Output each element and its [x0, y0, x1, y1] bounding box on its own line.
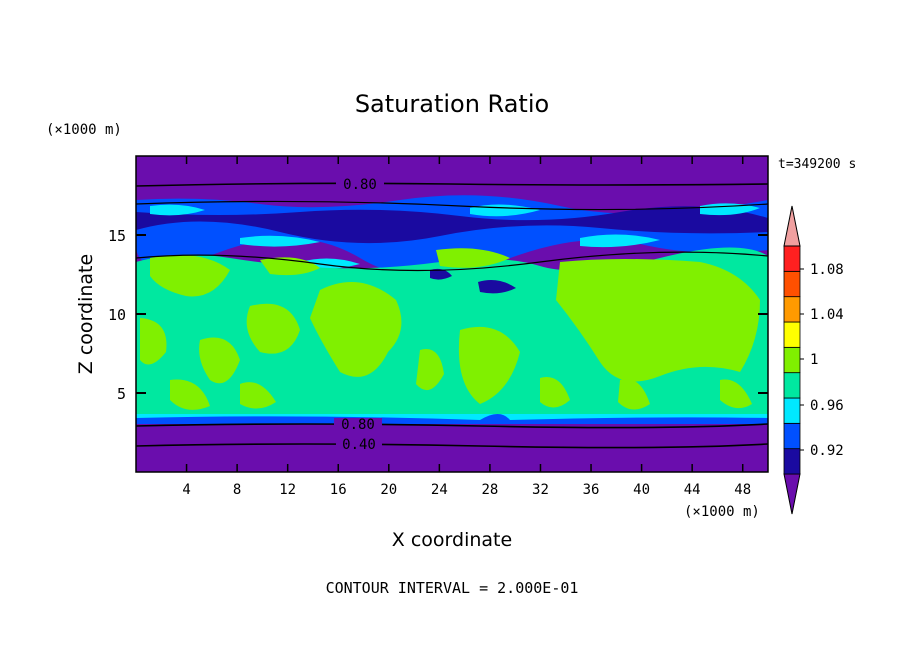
y-tick-label: 15 [108, 227, 126, 245]
layer-upper-cyan [150, 203, 760, 270]
x-tick-label: 20 [380, 482, 397, 498]
y-axis-ticks: 5 10 15 [108, 227, 768, 403]
colorbar: 0.92 0.96 1 1.04 1.08 [783, 205, 844, 515]
colorbar-label: 0.96 [810, 398, 844, 414]
x-tick-label: 4 [182, 482, 190, 498]
y-tick-label: 5 [117, 385, 126, 403]
colorbar-swatch [783, 422, 801, 450]
colorbar-swatch [783, 321, 801, 348]
colorbar-label: 0.92 [810, 443, 844, 459]
contour-line-0.80-top [135, 182, 769, 187]
x-tick-label: 40 [633, 482, 650, 498]
x-tick-label: 36 [583, 482, 600, 498]
layer-small-blue [430, 268, 516, 294]
contour-label: 0.80 [341, 417, 375, 433]
x-axis-ticks: 4 8 12 16 20 24 28 32 36 40 44 48 [182, 156, 751, 498]
y-axis-label: Z coordinate [75, 254, 97, 374]
colorbar-swatch [783, 245, 801, 272]
x-tick-label: 24 [431, 482, 448, 498]
x-axis-label: X coordinate [392, 529, 512, 551]
colorbar-label: 1.08 [810, 262, 844, 278]
y-tick-label: 10 [108, 306, 126, 324]
x-tick-label: 44 [684, 482, 701, 498]
x-tick-label: 16 [330, 482, 347, 498]
x-tick-label: 32 [532, 482, 549, 498]
contour-lines [135, 182, 769, 449]
layer-top-band [136, 156, 768, 196]
colorbar-swatch [783, 296, 801, 323]
colorbar-label: 1 [810, 352, 818, 368]
contour-label: 0.80 [343, 177, 377, 193]
layer-middle-patches [140, 248, 760, 410]
colorbar-swatch [783, 270, 801, 298]
x-tick-label: 12 [279, 482, 296, 498]
layer-lower-purple [136, 424, 768, 472]
x-tick-label: 28 [481, 482, 498, 498]
layer-lower-blue [136, 414, 768, 424]
layer-upper-dark [136, 206, 768, 244]
time-label: t=349200 s [778, 157, 856, 172]
colorbar-lower-arrow [783, 473, 801, 515]
contour-label: 0.40 [342, 437, 376, 453]
colorbar-swatch [783, 372, 801, 399]
x-tick-label: 8 [233, 482, 241, 498]
contour-interval-footer: CONTOUR INTERVAL = 2.000E-01 [326, 579, 579, 597]
chart-title: Saturation Ratio [355, 90, 549, 118]
contour-label-bg [334, 176, 384, 452]
colorbar-swatch [783, 448, 801, 475]
colorbar-label: 1.04 [810, 307, 844, 323]
contour-line-upper [135, 200, 769, 211]
contour-line-mid [135, 251, 769, 272]
colorbar-swatch [783, 346, 801, 374]
contour-line-0.80-bottom [135, 423, 769, 429]
x-tick-label: 48 [734, 482, 751, 498]
y-unit-label: (×1000 m) [46, 122, 122, 138]
x-unit-label: (×1000 m) [684, 504, 760, 520]
colorbar-swatch [783, 397, 801, 424]
contour-line-0.40 [135, 443, 769, 449]
colorbar-upper-arrow [783, 205, 801, 247]
